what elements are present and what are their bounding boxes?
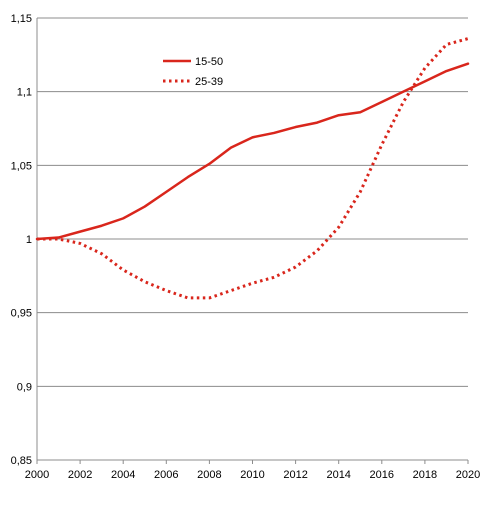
- series-line-15-50: [35, 62, 470, 241]
- x-tick-label: 2008: [197, 469, 221, 481]
- x-tick-label: 2012: [283, 469, 307, 481]
- y-tick-labels: 0,85 0,9 0,95 1 1,05 1,1 1,15: [11, 13, 32, 467]
- series-lines: [35, 37, 470, 300]
- x-tick-label: 2010: [240, 469, 264, 481]
- legend-label-15-50: 15-50: [195, 56, 223, 68]
- y-tick-label: 0,9: [17, 381, 32, 393]
- y-tick-label: 1,05: [11, 160, 32, 172]
- y-tick-label: 1,1: [17, 87, 32, 99]
- series-line-25-39: [37, 37, 469, 300]
- x-tick-label: 2016: [370, 469, 394, 481]
- y-tick-label: 0,95: [11, 308, 32, 320]
- axes: [36, 18, 469, 464]
- y-tick-label: 1: [26, 234, 32, 246]
- gridlines: [37, 17, 468, 387]
- x-tick-labels: 2000 2002 2004 2006 2008 2010 2012 2014 2016 2018…: [25, 469, 480, 481]
- x-tick-label: 2000: [25, 469, 49, 481]
- x-tick-label: 2014: [326, 469, 350, 481]
- legend: 15-50 25-39: [163, 56, 223, 88]
- x-tick-label: 2020: [456, 469, 480, 481]
- x-tick-label: 2002: [68, 469, 92, 481]
- x-tick-label: 2004: [111, 469, 135, 481]
- x-tick-label: 2006: [154, 469, 178, 481]
- x-tick-label: 2018: [413, 469, 437, 481]
- y-tick-label: 0,85: [11, 455, 32, 467]
- y-tick-label: 1,15: [11, 13, 32, 25]
- legend-label-25-39: 25-39: [195, 76, 223, 88]
